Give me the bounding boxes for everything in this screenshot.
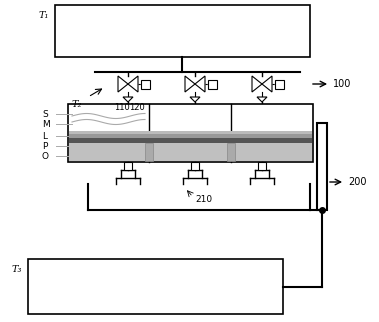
Text: 200: 200 (348, 177, 366, 187)
Bar (191, 162, 199, 170)
Text: 120: 120 (129, 103, 145, 112)
Text: M: M (42, 119, 50, 128)
Bar (55, 5, 310, 57)
Bar (69, 138, 312, 143)
Text: S: S (42, 109, 48, 118)
Bar (124, 162, 132, 170)
Bar (141, 80, 150, 89)
Text: O: O (42, 151, 49, 160)
Text: T₃: T₃ (12, 265, 22, 274)
Text: T₁: T₁ (39, 11, 49, 20)
Polygon shape (257, 97, 267, 102)
Bar (145, 143, 153, 161)
Polygon shape (123, 97, 133, 102)
Text: L: L (42, 131, 47, 140)
Bar (69, 143, 312, 161)
Polygon shape (190, 97, 200, 102)
Bar (28, 259, 283, 314)
Text: 210: 210 (195, 194, 212, 204)
Text: 110: 110 (114, 103, 130, 112)
Text: 100: 100 (333, 79, 351, 89)
Bar (208, 80, 217, 89)
Bar (69, 134, 312, 138)
Polygon shape (118, 76, 128, 92)
Text: P: P (42, 141, 47, 150)
Polygon shape (252, 76, 262, 92)
Bar (317, 123, 327, 210)
Bar (227, 143, 235, 161)
Polygon shape (128, 76, 138, 92)
Polygon shape (262, 76, 272, 92)
Bar (258, 162, 266, 170)
Polygon shape (185, 76, 195, 92)
Bar (68, 104, 313, 162)
Text: T₂: T₂ (72, 100, 82, 109)
Bar (275, 80, 284, 89)
Polygon shape (195, 76, 205, 92)
Bar (69, 131, 312, 134)
